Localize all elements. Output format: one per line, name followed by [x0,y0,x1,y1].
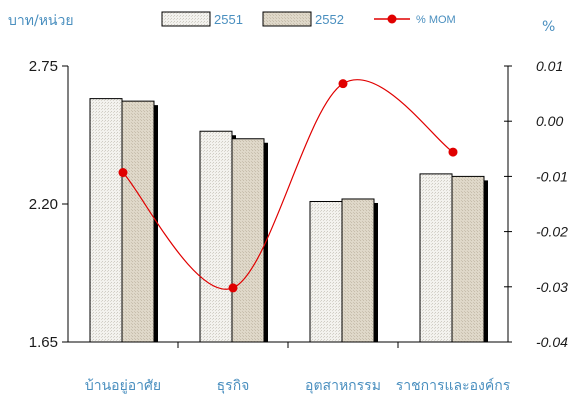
bar-group-2552 [341,198,378,343]
bar-2551 [309,200,343,343]
legend-swatch-2552 [262,11,312,27]
bar-group-2551 [419,173,456,343]
legend-item-2552: 2552 [262,11,344,27]
bar-group-2552 [121,100,158,343]
right-axis-unit: % [542,19,555,35]
category-label: บ้านอยู่อาศัย [85,378,161,394]
bar-2551 [419,173,453,343]
bar-group-2551 [309,200,346,343]
left-tick-label: 2.20 [29,196,58,213]
bar-2552 [451,175,485,343]
line-point-mom [118,168,128,178]
line-point-mom [448,147,458,157]
bar-group-2552 [231,138,268,343]
right-tick-label: 0.00 [536,113,563,129]
legend-label-2552: 2552 [315,12,344,27]
bar-2552 [341,198,375,343]
line-path-mom [122,79,454,290]
legend: 2551 2552 % MOM [161,11,456,27]
line-point-mom [338,79,348,89]
line-series-mom [118,79,458,293]
category-labels: บ้านอยู่อาศัย ธุรกิจ อุตสาหกรรม ราชการและอง… [85,377,511,394]
bar-2552 [231,138,265,343]
category-label: อุตสาหกรรม [305,378,381,394]
bar-group-2551 [199,130,236,343]
bar-2552 [121,100,155,343]
bars [89,98,488,343]
left-tick-label: 2.75 [29,58,58,75]
category-label: ราชการและองค์กร [396,377,511,394]
legend-item-2551: 2551 [161,11,243,27]
right-tick-label: -0.04 [536,334,568,350]
bar-2551 [89,98,123,343]
right-tick-label: -0.03 [536,279,568,295]
left-axis-unit: บาท/หน่วย [8,13,74,29]
legend-item-mom: % MOM [374,14,456,26]
category-label: ธุรกิจ [217,378,250,394]
legend-swatch-2551 [161,11,211,27]
right-tick-label: -0.02 [536,224,568,240]
bar-group-2551 [89,98,126,343]
line-point-mom [228,283,238,293]
bar-group-2552 [451,175,488,343]
right-tick-label: 0.01 [536,58,563,74]
legend-label-2551: 2551 [214,12,243,27]
bar-2551 [199,130,233,343]
legend-marker-mom [387,14,397,24]
legend-label-mom: % MOM [416,14,456,26]
right-tick-label: -0.01 [536,168,568,184]
left-tick-label: 1.65 [29,334,58,351]
